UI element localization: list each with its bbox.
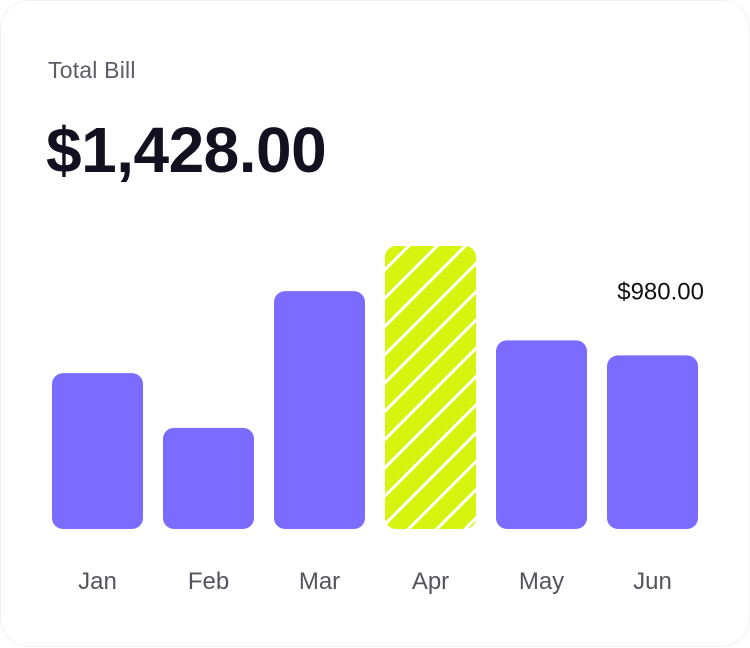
x-tick-labels: Jan Feb Mar Apr May Jun [78,568,672,595]
bar-feb [163,427,254,529]
total-bill-label: Total Bill [48,57,136,83]
x-tick-label-jun: Jun [633,568,672,595]
x-tick-label-mar: Mar [299,568,340,595]
bar-mar [274,291,365,529]
x-tick-label-apr: Apr [412,568,449,595]
x-tick-label-feb: Feb [188,568,229,595]
bar-group [52,246,698,529]
bar-jun [607,355,698,529]
x-tick-label-may: May [519,568,564,595]
bar-apr [385,246,476,529]
bar-may [496,340,587,529]
x-tick-label-jan: Jan [78,568,117,595]
bar-jan [52,373,143,529]
total-bill-amount: $1,428.00 [46,114,327,186]
callout-label: $980.00 [617,278,704,305]
